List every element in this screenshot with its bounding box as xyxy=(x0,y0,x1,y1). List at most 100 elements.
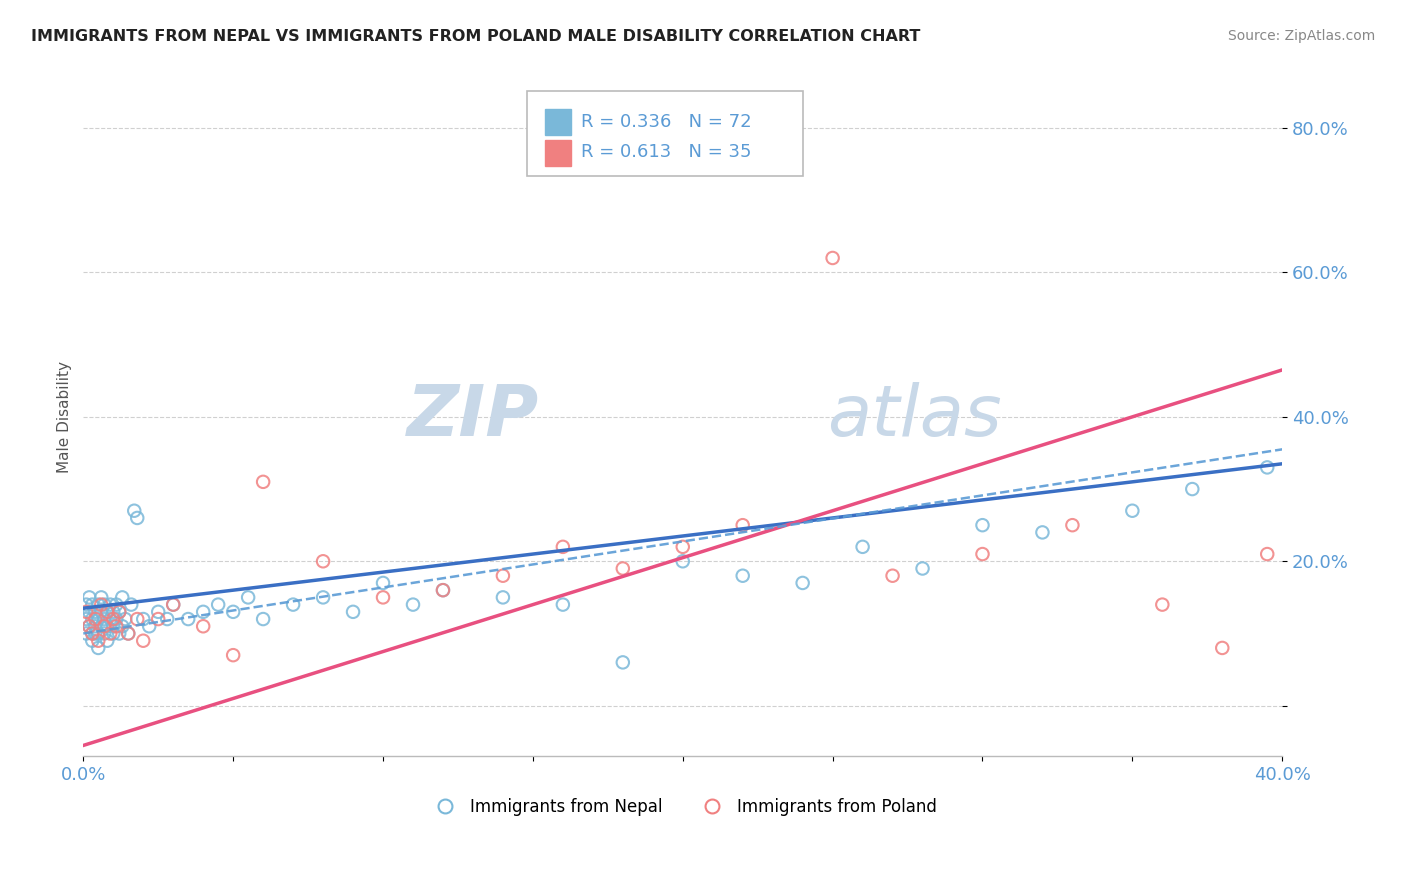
Point xyxy=(90,605,112,619)
Point xyxy=(114,612,136,626)
Point xyxy=(111,619,134,633)
Point xyxy=(103,605,125,619)
Point xyxy=(162,598,184,612)
Point xyxy=(731,518,754,533)
Point xyxy=(162,598,184,612)
Point xyxy=(93,598,115,612)
Point xyxy=(342,605,364,619)
Point xyxy=(371,576,394,591)
Point xyxy=(98,612,121,626)
Point xyxy=(731,568,754,582)
Point xyxy=(87,598,110,612)
Point xyxy=(75,626,97,640)
Bar xyxy=(546,140,571,166)
Point xyxy=(87,612,110,626)
Point xyxy=(432,583,454,598)
Point xyxy=(127,612,149,626)
Point xyxy=(972,547,994,561)
Point xyxy=(87,626,110,640)
Point xyxy=(96,605,118,619)
Point xyxy=(672,540,695,554)
Point xyxy=(105,619,128,633)
Point xyxy=(103,626,125,640)
Point xyxy=(84,612,107,626)
FancyBboxPatch shape xyxy=(527,91,803,176)
Text: R = 0.613   N = 35: R = 0.613 N = 35 xyxy=(581,143,751,161)
Point xyxy=(117,626,139,640)
Point xyxy=(79,619,101,633)
Point xyxy=(96,619,118,633)
Point xyxy=(612,561,634,575)
Point xyxy=(79,619,101,633)
Point xyxy=(108,605,131,619)
Point xyxy=(1181,482,1204,496)
Text: ZIP: ZIP xyxy=(406,383,538,451)
Point xyxy=(103,612,125,626)
Point xyxy=(132,633,155,648)
Point xyxy=(207,598,229,612)
Point xyxy=(972,518,994,533)
Point xyxy=(492,591,515,605)
Point xyxy=(177,612,200,626)
Point xyxy=(122,504,145,518)
Point xyxy=(1062,518,1084,533)
Point xyxy=(82,598,104,612)
Point xyxy=(132,612,155,626)
Point xyxy=(82,626,104,640)
Point xyxy=(75,612,97,626)
Point xyxy=(672,554,695,568)
Point xyxy=(1121,504,1143,518)
Point xyxy=(1256,460,1278,475)
Text: atlas: atlas xyxy=(827,383,1001,451)
Point xyxy=(882,568,904,582)
Point xyxy=(103,619,125,633)
Point xyxy=(84,605,107,619)
Point xyxy=(120,598,142,612)
Text: IMMIGRANTS FROM NEPAL VS IMMIGRANTS FROM POLAND MALE DISABILITY CORRELATION CHAR: IMMIGRANTS FROM NEPAL VS IMMIGRANTS FROM… xyxy=(31,29,921,44)
Point xyxy=(108,626,131,640)
Point xyxy=(312,554,335,568)
Point xyxy=(98,626,121,640)
Point xyxy=(252,612,274,626)
Point xyxy=(98,598,121,612)
Point xyxy=(93,619,115,633)
Point xyxy=(127,511,149,525)
Point xyxy=(148,605,170,619)
Point xyxy=(911,561,934,575)
Point xyxy=(193,619,215,633)
Point xyxy=(82,626,104,640)
Point xyxy=(93,626,115,640)
Point xyxy=(1211,640,1233,655)
Point xyxy=(84,626,107,640)
Point xyxy=(90,619,112,633)
Point xyxy=(84,619,107,633)
Point xyxy=(236,591,259,605)
Point xyxy=(1031,525,1053,540)
Point xyxy=(156,612,179,626)
Point xyxy=(402,598,425,612)
Point xyxy=(90,598,112,612)
Point xyxy=(852,540,875,554)
Point xyxy=(105,612,128,626)
Text: Source: ZipAtlas.com: Source: ZipAtlas.com xyxy=(1227,29,1375,43)
Point xyxy=(281,598,304,612)
Point xyxy=(79,605,101,619)
Point xyxy=(117,626,139,640)
Text: R = 0.336   N = 72: R = 0.336 N = 72 xyxy=(581,112,751,130)
Point xyxy=(792,576,814,591)
Point xyxy=(75,598,97,612)
Point xyxy=(551,598,574,612)
Point xyxy=(96,605,118,619)
Point xyxy=(312,591,335,605)
Point xyxy=(371,591,394,605)
Point xyxy=(105,598,128,612)
Point xyxy=(612,656,634,670)
Point xyxy=(90,591,112,605)
Point xyxy=(96,633,118,648)
Point xyxy=(492,568,515,582)
Point xyxy=(75,605,97,619)
Point xyxy=(432,583,454,598)
Point xyxy=(222,605,245,619)
Point xyxy=(252,475,274,489)
Point xyxy=(138,619,160,633)
